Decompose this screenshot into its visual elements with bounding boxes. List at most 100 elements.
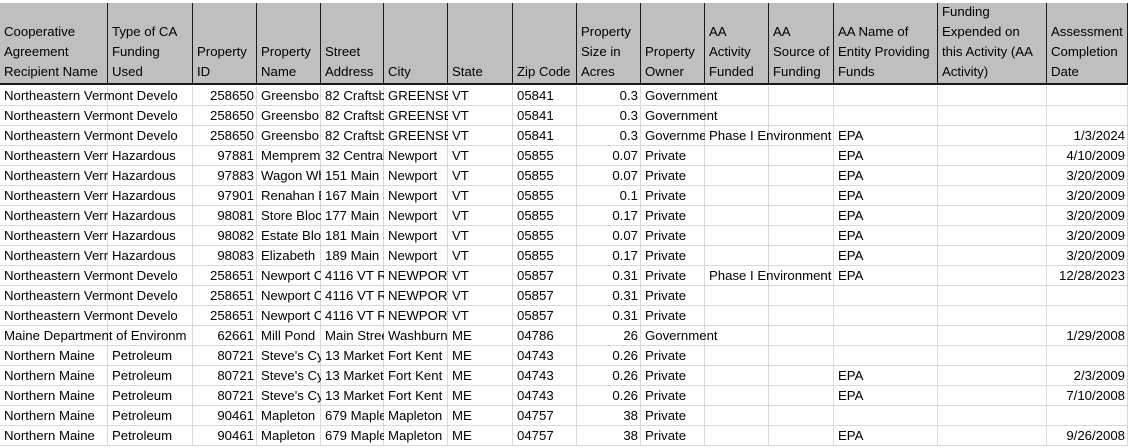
cell-state[interactable] — [448, 106, 513, 126]
cell-aa-entity-name[interactable] — [834, 86, 938, 106]
cell-property-owner[interactable] — [641, 126, 705, 146]
cell-property-owner[interactable] — [641, 86, 705, 106]
cell-aa-activity-funded[interactable] — [705, 246, 769, 266]
cell-state[interactable] — [448, 386, 513, 406]
cell-ca-funding-type[interactable] — [108, 366, 193, 386]
cell-property-owner[interactable] — [641, 226, 705, 246]
column-header-property-id[interactable]: Property ID — [193, 3, 257, 85]
cell-property-name[interactable] — [257, 366, 321, 386]
cell-aa-entity-name[interactable] — [834, 406, 938, 426]
cell-city[interactable] — [384, 326, 448, 346]
cell-property-id[interactable] — [193, 306, 257, 326]
cell-street-address[interactable] — [321, 86, 384, 106]
cell-property-id[interactable] — [193, 166, 257, 186]
cell-aa-source-of-funding[interactable] — [769, 346, 834, 366]
cell-property-id[interactable] — [193, 246, 257, 266]
column-header-state[interactable]: State — [448, 3, 513, 85]
cell-property-id[interactable] — [193, 226, 257, 246]
cell-property-owner[interactable] — [641, 326, 705, 346]
cell-property-name[interactable] — [257, 386, 321, 406]
cell-funding-expended[interactable] — [938, 386, 1047, 406]
cell-aa-entity-name[interactable] — [834, 146, 938, 166]
cell-street-address[interactable] — [321, 266, 384, 286]
cell-recipient-name[interactable] — [0, 326, 108, 346]
cell-aa-activity-funded[interactable] — [705, 346, 769, 366]
cell-city[interactable] — [384, 426, 448, 446]
cell-aa-source-of-funding[interactable] — [769, 166, 834, 186]
cell-zip-code[interactable] — [513, 426, 577, 446]
cell-city[interactable] — [384, 166, 448, 186]
cell-property-size[interactable] — [577, 246, 641, 266]
cell-recipient-name[interactable] — [0, 286, 108, 306]
cell-ca-funding-type[interactable] — [108, 426, 193, 446]
cell-property-size[interactable] — [577, 346, 641, 366]
cell-state[interactable] — [448, 346, 513, 366]
cell-street-address[interactable] — [321, 166, 384, 186]
cell-property-owner[interactable] — [641, 186, 705, 206]
cell-zip-code[interactable] — [513, 386, 577, 406]
cell-city[interactable] — [384, 206, 448, 226]
cell-state[interactable] — [448, 366, 513, 386]
cell-property-owner[interactable] — [641, 386, 705, 406]
cell-aa-activity-funded[interactable] — [705, 386, 769, 406]
cell-aa-source-of-funding[interactable] — [769, 146, 834, 166]
cell-aa-entity-name[interactable] — [834, 226, 938, 246]
cell-city[interactable] — [384, 106, 448, 126]
cell-property-id[interactable] — [193, 206, 257, 226]
cell-ca-funding-type[interactable] — [108, 86, 193, 106]
cell-funding-expended[interactable] — [938, 366, 1047, 386]
cell-city[interactable] — [384, 386, 448, 406]
cell-recipient-name[interactable] — [0, 266, 108, 286]
cell-property-size[interactable] — [577, 206, 641, 226]
cell-state[interactable] — [448, 146, 513, 166]
cell-property-name[interactable] — [257, 146, 321, 166]
cell-funding-expended[interactable] — [938, 286, 1047, 306]
cell-aa-source-of-funding[interactable] — [769, 306, 834, 326]
cell-zip-code[interactable] — [513, 106, 577, 126]
cell-property-size[interactable] — [577, 126, 641, 146]
cell-property-name[interactable] — [257, 306, 321, 326]
cell-state[interactable] — [448, 86, 513, 106]
cell-city[interactable] — [384, 186, 448, 206]
cell-ca-funding-type[interactable] — [108, 146, 193, 166]
cell-aa-activity-funded[interactable] — [705, 166, 769, 186]
cell-funding-expended[interactable] — [938, 106, 1047, 126]
cell-zip-code[interactable] — [513, 326, 577, 346]
cell-city[interactable] — [384, 226, 448, 246]
cell-ca-funding-type[interactable] — [108, 246, 193, 266]
cell-funding-expended[interactable] — [938, 226, 1047, 246]
cell-aa-activity-funded[interactable] — [705, 206, 769, 226]
cell-property-size[interactable] — [577, 326, 641, 346]
cell-property-owner[interactable] — [641, 246, 705, 266]
cell-property-name[interactable] — [257, 126, 321, 146]
cell-funding-expended[interactable] — [938, 206, 1047, 226]
cell-ca-funding-type[interactable] — [108, 266, 193, 286]
cell-funding-expended[interactable] — [938, 266, 1047, 286]
cell-recipient-name[interactable] — [0, 146, 108, 166]
cell-funding-expended[interactable] — [938, 146, 1047, 166]
cell-aa-source-of-funding[interactable] — [769, 386, 834, 406]
cell-property-size[interactable] — [577, 86, 641, 106]
cell-city[interactable] — [384, 86, 448, 106]
cell-funding-expended[interactable] — [938, 166, 1047, 186]
cell-property-id[interactable] — [193, 406, 257, 426]
cell-city[interactable] — [384, 306, 448, 326]
cell-property-size[interactable] — [577, 306, 641, 326]
cell-aa-entity-name[interactable] — [834, 186, 938, 206]
column-header-property-name[interactable]: Property Name — [257, 3, 321, 85]
cell-property-id[interactable] — [193, 186, 257, 206]
cell-aa-entity-name[interactable] — [834, 326, 938, 346]
column-header-property-owner[interactable]: Property Owner — [641, 3, 705, 85]
cell-aa-activity-funded[interactable] — [705, 326, 769, 346]
cell-property-id[interactable] — [193, 386, 257, 406]
cell-property-id[interactable] — [193, 286, 257, 306]
cell-property-id[interactable] — [193, 326, 257, 346]
cell-zip-code[interactable] — [513, 166, 577, 186]
cell-recipient-name[interactable] — [0, 186, 108, 206]
cell-zip-code[interactable] — [513, 206, 577, 226]
cell-recipient-name[interactable] — [0, 366, 108, 386]
cell-city[interactable] — [384, 286, 448, 306]
cell-aa-source-of-funding[interactable] — [769, 286, 834, 306]
cell-recipient-name[interactable] — [0, 86, 108, 106]
column-header-street-address[interactable]: Street Address — [321, 3, 384, 85]
